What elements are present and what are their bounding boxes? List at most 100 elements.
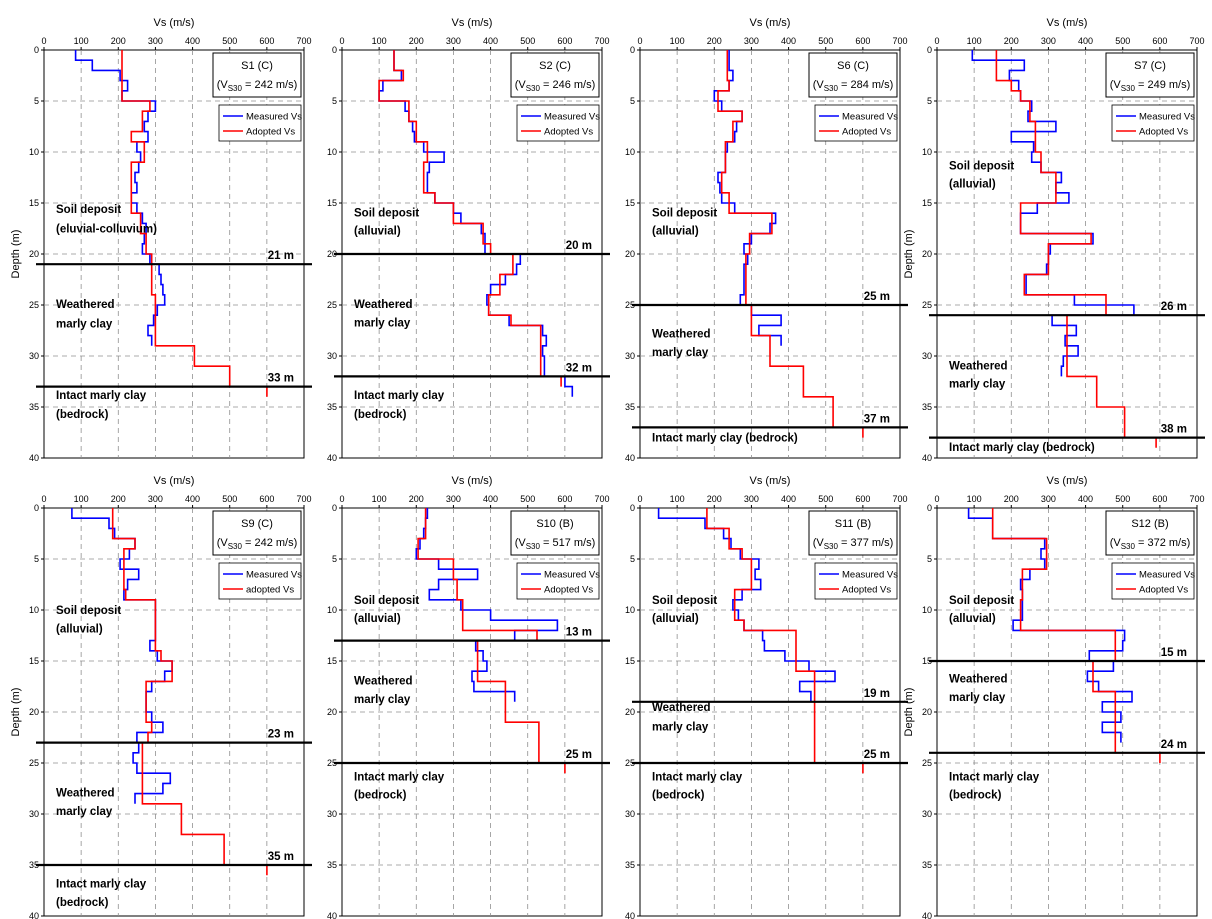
y-tick-label: 40	[29, 453, 39, 463]
legend-box	[516, 562, 600, 600]
y-tick-label: 35	[29, 860, 39, 870]
x-tick-label: 200	[1004, 494, 1019, 504]
vs30-value: = 242 m/s)	[242, 79, 297, 91]
x-tick-label: 0	[41, 36, 46, 46]
layer-label: Intact marly clay	[354, 390, 445, 402]
vs30-label: (VS30 = 242 m/s)	[217, 537, 298, 551]
legend-entry: Adopted Vs	[1139, 127, 1188, 138]
y-tick-label: 25	[29, 300, 39, 310]
vs30-prefix: (V	[515, 537, 527, 549]
vs30-prefix: (V	[813, 79, 825, 91]
site-label: S9 (C)	[241, 518, 273, 530]
y-tick-label: 40	[922, 453, 932, 463]
vs30-label: (VS30 = 517 m/s)	[515, 537, 596, 551]
vs30-prefix: (V	[813, 537, 825, 549]
profile-panel-7: 0 100 200 300 400 500 600 700 0 5 10 15 20 25 30 35 40 Vs…	[625, 475, 908, 919]
measured-vs-line	[415, 508, 559, 702]
x-tick-label: 500	[818, 494, 833, 504]
site-info-box	[212, 510, 302, 556]
layer-label: marly clay	[56, 318, 113, 330]
boundary-depth-label: 13 m	[566, 627, 592, 639]
layer-label: (bedrock)	[354, 409, 407, 421]
site-info-box	[1105, 52, 1195, 98]
x-tick-label: 300	[446, 36, 461, 46]
measured-vs-line	[657, 508, 836, 702]
legend-entry: Adopted Vs	[1139, 585, 1188, 596]
layer-label: Intact marly clay	[56, 878, 147, 890]
y-tick-label: 5	[927, 96, 932, 106]
adopted-vs-line	[378, 50, 562, 387]
layer-label: Soil deposit	[56, 204, 121, 216]
x-tick-label: 600	[855, 494, 870, 504]
boundary-depth-label: 32 m	[566, 362, 592, 374]
y-tick-label: 15	[625, 198, 635, 208]
y-tick-label: 20	[29, 249, 39, 259]
site-label: S1 (C)	[241, 60, 273, 72]
x-tick-label: 100	[670, 36, 685, 46]
x-tick-label: 0	[934, 494, 939, 504]
legend-box	[814, 562, 898, 600]
legend-entry: Measured Vs	[1139, 112, 1195, 123]
y-tick-label: 35	[29, 402, 39, 412]
vs30-subscript: S30	[824, 542, 839, 551]
site-label: S12 (B)	[1131, 518, 1168, 530]
y-tick-label: 10	[625, 147, 635, 157]
x-tick-label: 0	[41, 494, 46, 504]
x-tick-label: 200	[707, 494, 722, 504]
y-tick-label: 30	[922, 351, 932, 361]
adopted-vs-line	[417, 508, 566, 774]
adopted-vs-line	[111, 508, 268, 876]
site-info-box	[510, 52, 600, 98]
layer-label: Weathered	[56, 299, 115, 311]
y-tick-label: 0	[630, 45, 635, 55]
y-tick-label: 30	[625, 809, 635, 819]
y-tick-label: 40	[625, 911, 635, 919]
y-tick-label: 25	[922, 300, 932, 310]
x-tick-label: 600	[259, 494, 274, 504]
y-tick-label: 0	[630, 503, 635, 513]
y-tick-label: 5	[332, 554, 337, 564]
x-tick-label: 600	[557, 36, 572, 46]
layer-label: Intact marly clay (bedrock)	[949, 442, 1095, 454]
site-info-box	[808, 510, 898, 556]
legend-entry: Measured Vs	[246, 570, 302, 581]
y-tick-label: 20	[625, 707, 635, 717]
y-tick-label: 35	[922, 402, 932, 412]
x-tick-label: 0	[934, 36, 939, 46]
x-axis-title: Vs (m/s)	[750, 475, 791, 487]
site-label: S7 (C)	[1134, 60, 1166, 72]
y-tick-label: 25	[327, 758, 337, 768]
profile-panel-4: 0 100 200 300 400 500 600 700 0 5 10 15 20 25 30 35 40 Vs…	[903, 17, 1205, 463]
y-tick-label: 25	[29, 758, 39, 768]
site-label: S6 (C)	[837, 60, 869, 72]
measured-vs-line	[713, 50, 782, 346]
layer-label: marly clay	[652, 721, 709, 733]
x-tick-label: 100	[967, 494, 982, 504]
layer-label: (alluvial)	[949, 613, 996, 625]
legend-box	[1111, 104, 1195, 142]
y-axis-title: Depth (m)	[903, 230, 915, 279]
y-tick-label: 20	[922, 249, 932, 259]
x-tick-label: 400	[185, 494, 200, 504]
measured-vs-line	[967, 508, 1133, 743]
y-tick-label: 20	[922, 707, 932, 717]
vs30-prefix: (V	[515, 79, 527, 91]
vs30-label: (VS30 = 377 m/s)	[813, 537, 894, 551]
layer-label: Soil deposit	[949, 160, 1014, 172]
layer-label: marly clay	[56, 806, 113, 818]
boundary-depth-label: 21 m	[268, 250, 294, 262]
layer-label: Soil deposit	[354, 595, 419, 607]
boundary-depth-label: 33 m	[268, 373, 294, 385]
x-tick-label: 400	[185, 36, 200, 46]
x-tick-label: 400	[1078, 494, 1093, 504]
y-tick-label: 10	[29, 605, 39, 615]
vs30-value: = 242 m/s)	[242, 537, 297, 549]
y-tick-label: 40	[625, 453, 635, 463]
layer-label: Weathered	[354, 299, 413, 311]
y-tick-label: 5	[927, 554, 932, 564]
y-tick-label: 40	[327, 453, 337, 463]
x-tick-label: 0	[339, 36, 344, 46]
site-info-box	[808, 52, 898, 98]
vs30-label: (VS30 = 242 m/s)	[217, 79, 298, 93]
layer-label: Weathered	[652, 702, 711, 714]
